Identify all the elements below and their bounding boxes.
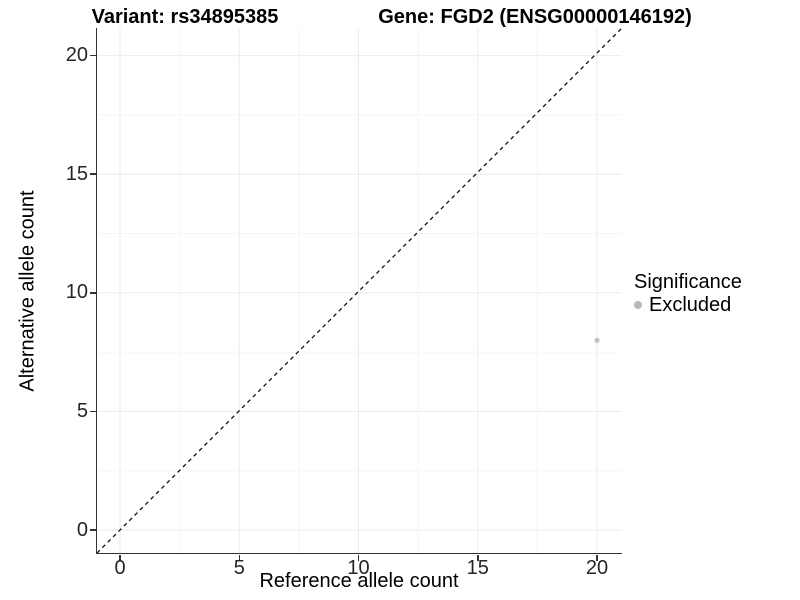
- plot-title-variant: Variant: rs34895385: [91, 6, 279, 28]
- y-tick-mark: [89, 410, 96, 413]
- data-point: [593, 337, 600, 343]
- legend-title: Significance: [634, 271, 742, 293]
- y-tick-mark: [89, 54, 96, 57]
- y-tick-label: 15: [65, 162, 88, 185]
- x-tick-label: 20: [585, 557, 609, 579]
- x-tick-label: 5: [233, 557, 245, 579]
- x-tick-mark: [357, 554, 360, 561]
- legend: Significance Excluded: [634, 271, 742, 316]
- y-axis-title: Alternative allele count: [16, 190, 39, 392]
- legend-item-label: Excluded: [649, 294, 732, 316]
- y-tick-mark: [89, 529, 96, 531]
- x-axis-title: Reference allele count: [259, 570, 459, 592]
- x-tick-mark: [477, 554, 479, 561]
- plot-panel: [95, 28, 622, 554]
- y-tick-label: 5: [76, 399, 88, 422]
- y-tick-label: 20: [65, 44, 88, 67]
- identity-dashed-line: [96, 28, 622, 553]
- legend-item-excluded: Excluded: [634, 294, 742, 316]
- x-tick-label: 15: [466, 557, 489, 579]
- x-tick-mark: [238, 554, 240, 561]
- y-tick-label: 10: [65, 281, 88, 304]
- x-tick-label: 0: [114, 557, 126, 579]
- y-tick-label: 0: [76, 518, 88, 541]
- x-tick-mark: [119, 554, 121, 561]
- x-tick-label: 10: [347, 557, 370, 579]
- plot-title-gene: Gene: FGD2 (ENSG00000146192): [378, 6, 692, 28]
- legend-key-dot-icon: [634, 301, 642, 309]
- plot-canvas: [96, 28, 622, 553]
- y-tick-mark: [89, 173, 96, 175]
- x-tick-mark: [596, 554, 598, 561]
- y-tick-mark: [89, 292, 96, 294]
